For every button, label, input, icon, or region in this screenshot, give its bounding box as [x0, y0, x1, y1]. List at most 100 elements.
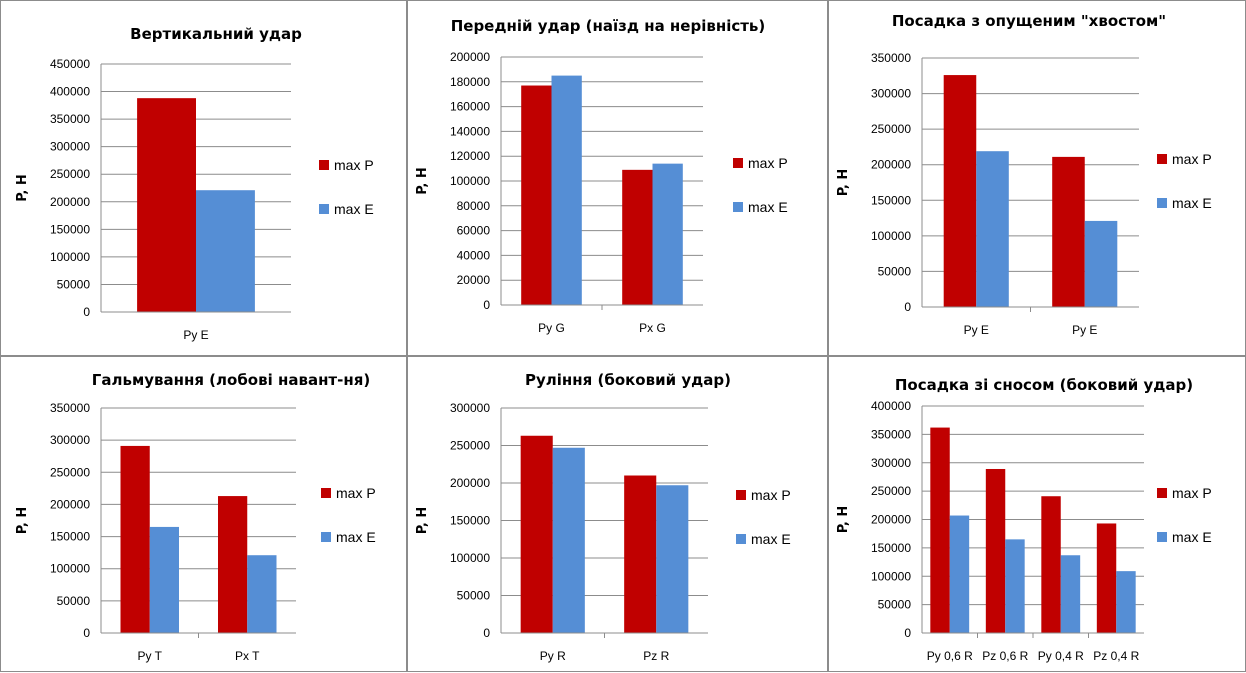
- y-tick-label: 300000: [871, 87, 911, 101]
- chart-title: Посадка зі сносом (боковий удар): [895, 376, 1193, 394]
- bar-max-p: [1041, 496, 1061, 633]
- chart-svg: Вертикальний удар P, Н 0 50000 100000 150000 2…: [15, 25, 374, 342]
- y-tick-label: 300000: [871, 456, 911, 470]
- y-tick-label: 80000: [457, 199, 491, 213]
- y-tick-label: 0: [904, 626, 911, 640]
- y-axis-label: P, Н: [415, 167, 430, 195]
- y-tick-label: 50000: [878, 264, 912, 278]
- x-category-label: Pz 0,4 R: [1093, 649, 1139, 663]
- y-tick-label: 200000: [50, 195, 90, 209]
- y-tick-label: 140000: [450, 124, 490, 138]
- y-tick-label: 150000: [450, 514, 490, 528]
- x-category-label: Py R: [540, 649, 566, 663]
- bar-max-e: [656, 485, 689, 633]
- bar-max-e: [1084, 220, 1118, 307]
- legend-label: max E: [751, 531, 791, 547]
- y-tick-label: 300000: [450, 401, 490, 415]
- chart-front-impact: Передній удар (наїзд на нерівність) P, Н 0…: [407, 0, 828, 356]
- chart-braking: Гальмування (лобові навант-ня) P, Н 0 50000…: [0, 356, 407, 672]
- chart-title: Передній удар (наїзд на нерівність): [451, 17, 766, 35]
- chart-title: Посадка з опущеним "хвостом": [892, 12, 1166, 30]
- bar-max-p: [120, 445, 150, 633]
- chart-svg: Руління (боковий удар) P, Н 0 50000 100000 15…: [415, 371, 791, 663]
- bar-max-e: [551, 75, 582, 305]
- y-tick-label: 150000: [871, 541, 911, 555]
- y-tick-label: 450000: [50, 57, 90, 71]
- y-tick-label: 250000: [871, 122, 911, 136]
- y-tick-label: 50000: [457, 589, 491, 603]
- x-category-label: Py 0,4 R: [1038, 649, 1084, 663]
- chart-title: Руління (боковий удар): [525, 371, 731, 389]
- y-tick-label: 250000: [450, 439, 490, 453]
- y-tick-label: 100000: [50, 250, 90, 264]
- y-tick-label: 350000: [871, 427, 911, 441]
- x-category-label: Py T: [138, 649, 163, 663]
- y-axis-label: P, Н: [836, 506, 851, 534]
- legend-label: max P: [336, 485, 376, 501]
- legend-label: max P: [748, 155, 788, 171]
- y-tick-label: 150000: [50, 530, 90, 544]
- y-tick-label: 60000: [457, 224, 491, 238]
- legend-label: max E: [1172, 195, 1212, 211]
- y-tick-label: 20000: [457, 273, 491, 287]
- y-tick-label: 250000: [50, 167, 90, 181]
- y-axis-label: P, Н: [15, 507, 30, 535]
- bar-max-p: [943, 75, 977, 308]
- y-tick-label: 160000: [450, 100, 490, 114]
- y-tick-label: 40000: [457, 248, 491, 262]
- bar-max-e: [652, 163, 683, 305]
- y-tick-label: 50000: [57, 277, 91, 291]
- bar-max-e: [1005, 539, 1025, 633]
- y-tick-label: 0: [83, 305, 90, 319]
- chart-svg: Передній удар (наїзд на нерівність) P, Н 0…: [415, 17, 788, 335]
- legend-swatch-max-p: [321, 488, 331, 498]
- y-tick-label: 300000: [50, 433, 90, 447]
- bar-max-p: [1052, 156, 1085, 307]
- y-tick-label: 200000: [50, 497, 90, 511]
- x-category-label: Py E: [183, 328, 208, 342]
- y-tick-label: 200000: [871, 513, 911, 527]
- bar-max-p: [622, 169, 653, 305]
- y-tick-label: 100000: [871, 229, 911, 243]
- y-axis-label: P, Н: [415, 507, 430, 535]
- bar-max-e: [196, 190, 255, 312]
- y-tick-label: 100000: [871, 569, 911, 583]
- x-category-label: Py 0,6 R: [927, 649, 973, 663]
- legend-swatch-max-e: [733, 202, 743, 212]
- y-tick-label: 120000: [450, 149, 490, 163]
- y-tick-label: 0: [83, 626, 90, 640]
- legend-swatch-max-e: [319, 204, 329, 214]
- chart-vertical-impact: Вертикальний удар P, Н 0 50000 100000 150000 2…: [0, 0, 407, 356]
- legend-swatch-max-p: [1157, 154, 1167, 164]
- bar-max-p: [930, 427, 950, 633]
- y-tick-label: 250000: [871, 484, 911, 498]
- legend-label: max E: [334, 201, 374, 217]
- bar-max-e: [949, 515, 970, 633]
- bar-max-p: [1096, 523, 1117, 633]
- y-tick-label: 350000: [50, 112, 90, 126]
- chart-svg: Гальмування (лобові навант-ня) P, Н 0 50000…: [15, 371, 376, 663]
- y-tick-label: 150000: [50, 222, 90, 236]
- x-category-label: Py G: [538, 321, 565, 335]
- legend-swatch-max-p: [733, 158, 743, 168]
- legend-label: max P: [1172, 485, 1212, 501]
- y-tick-label: 400000: [871, 399, 911, 413]
- x-category-label: Px G: [639, 321, 666, 335]
- bar-max-e: [552, 447, 585, 633]
- y-tick-label: 100000: [50, 562, 90, 576]
- y-tick-label: 180000: [450, 75, 490, 89]
- y-tick-label: 350000: [871, 51, 911, 65]
- chart-drift-landing: Посадка зі сносом (боковий удар) P, Н 0 500…: [828, 356, 1246, 672]
- x-category-label: Py E: [964, 323, 989, 337]
- bar-max-p: [520, 435, 553, 633]
- x-category-label: Py E: [1072, 323, 1097, 337]
- chart-taxiing: Руління (боковий удар) P, Н 0 50000 100000 15…: [407, 356, 828, 672]
- y-tick-label: 50000: [878, 598, 912, 612]
- y-axis-label: P, Н: [15, 174, 30, 202]
- bar-max-p: [137, 98, 196, 313]
- y-tick-label: 0: [483, 298, 490, 312]
- chart-title: Гальмування (лобові навант-ня): [92, 371, 370, 389]
- bar-max-e: [247, 555, 277, 633]
- legend-swatch-max-e: [736, 534, 746, 544]
- bar-max-p: [624, 475, 657, 633]
